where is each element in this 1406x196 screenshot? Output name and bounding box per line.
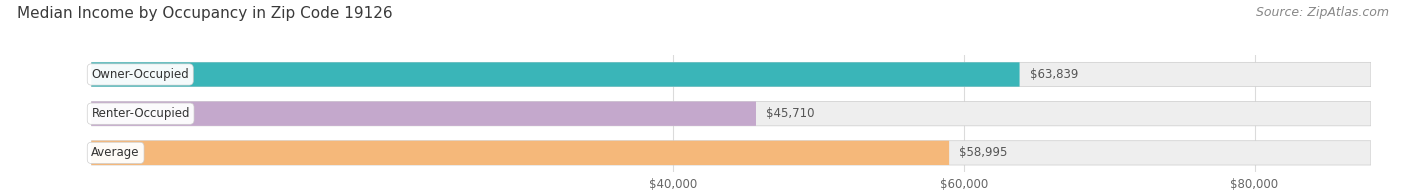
Text: Renter-Occupied: Renter-Occupied xyxy=(91,107,190,120)
Text: Owner-Occupied: Owner-Occupied xyxy=(91,68,190,81)
FancyBboxPatch shape xyxy=(91,102,1371,126)
FancyBboxPatch shape xyxy=(91,62,1019,87)
Text: Average: Average xyxy=(91,146,139,159)
FancyBboxPatch shape xyxy=(91,62,1371,87)
Text: $45,710: $45,710 xyxy=(766,107,814,120)
Text: $58,995: $58,995 xyxy=(959,146,1008,159)
Text: Source: ZipAtlas.com: Source: ZipAtlas.com xyxy=(1256,6,1389,19)
Text: Median Income by Occupancy in Zip Code 19126: Median Income by Occupancy in Zip Code 1… xyxy=(17,6,392,21)
Text: $63,839: $63,839 xyxy=(1029,68,1078,81)
FancyBboxPatch shape xyxy=(91,102,756,126)
FancyBboxPatch shape xyxy=(91,141,949,165)
FancyBboxPatch shape xyxy=(91,141,1371,165)
